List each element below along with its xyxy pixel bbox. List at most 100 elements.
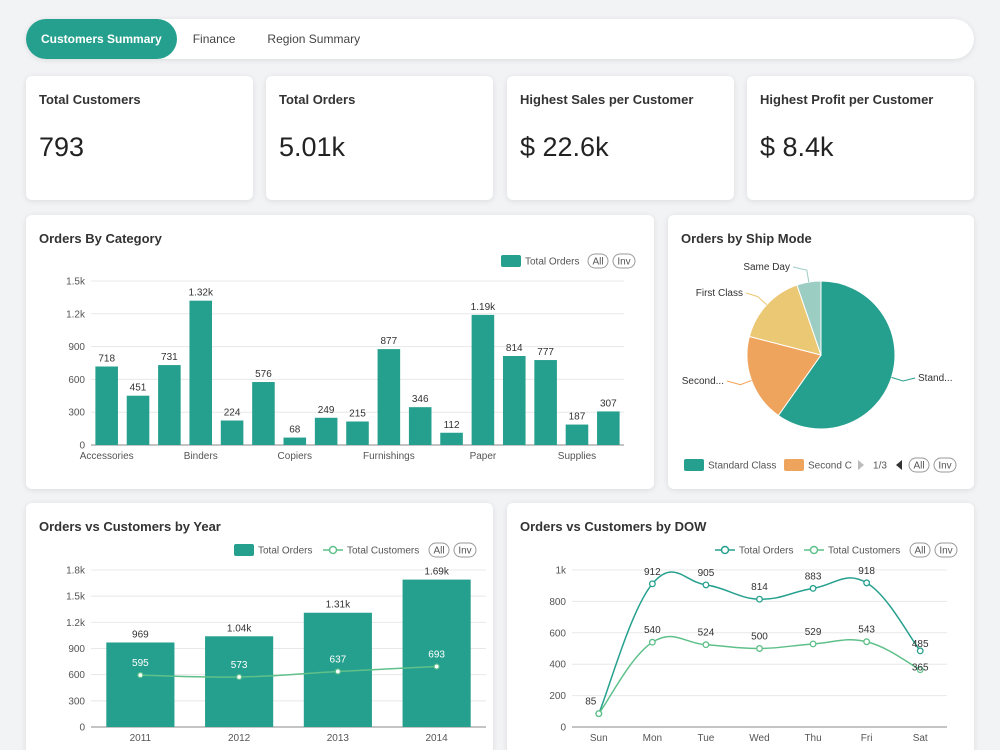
bar-paper[interactable] xyxy=(471,314,495,445)
bar-supplies[interactable] xyxy=(565,424,589,445)
x-tick-label: Tue xyxy=(697,733,714,744)
pie-slice-standard-class[interactable] xyxy=(777,280,896,430)
pie-slice-label: Stand... xyxy=(918,373,952,384)
legend-prev-page-icon[interactable] xyxy=(858,460,864,470)
bar-value-label: 877 xyxy=(381,336,398,347)
bar-binders[interactable] xyxy=(189,300,213,445)
bar-fasteners[interactable] xyxy=(346,421,369,445)
point-total-customers[interactable] xyxy=(595,710,603,718)
legend-inv-button[interactable] xyxy=(612,253,636,269)
legend-marker-total-orders xyxy=(720,545,730,555)
pie-slice-label: First Class xyxy=(696,288,743,299)
tab-finance[interactable]: Finance xyxy=(192,32,236,46)
point-total-customers[interactable] xyxy=(916,666,924,674)
bar-value-label: 969 xyxy=(132,629,149,640)
x-tick-label: Sun xyxy=(590,733,608,744)
legend-inv-button[interactable] xyxy=(933,457,957,473)
point-value-label: 595 xyxy=(132,658,149,669)
point-total-customers[interactable] xyxy=(137,672,144,679)
point-value-label: 524 xyxy=(698,628,715,639)
bar-orders-2014[interactable] xyxy=(402,579,471,727)
bar-value-label: 1.69k xyxy=(424,567,449,578)
point-total-orders[interactable] xyxy=(916,647,924,655)
point-total-orders[interactable] xyxy=(702,581,710,589)
y-tick-label: 800 xyxy=(549,597,566,608)
legend-label-total-customers: Total Customers xyxy=(828,546,900,557)
legend-inv-button[interactable] xyxy=(934,542,958,558)
kpi-title: Total Orders xyxy=(279,92,356,107)
bar-value-label: 307 xyxy=(600,398,617,409)
point-total-customers[interactable] xyxy=(236,673,243,681)
legend-swatch-total-orders[interactable] xyxy=(501,255,521,267)
x-tick-label: Mon xyxy=(643,733,662,744)
point-total-orders[interactable] xyxy=(863,579,871,587)
point-value-label: 912 xyxy=(644,567,661,578)
bar-orders-2012[interactable] xyxy=(205,636,274,727)
x-tick-label: Accessories xyxy=(80,451,134,462)
bar-labels[interactable] xyxy=(408,407,432,445)
point-total-customers[interactable] xyxy=(334,668,341,675)
bar-furnishings[interactable] xyxy=(377,349,401,445)
point-total-customers[interactable] xyxy=(702,641,710,649)
legend-label-total-orders: Total Orders xyxy=(739,546,793,557)
panel-title: Orders by Ship Mode xyxy=(681,231,812,246)
bar-value-label: 112 xyxy=(444,420,460,431)
bar-value-label: 346 xyxy=(412,394,429,405)
legend-inv-label: Inv xyxy=(617,257,630,268)
legend-swatch-second-class[interactable] xyxy=(784,459,804,471)
y-tick-label: 900 xyxy=(68,342,85,353)
tab-region-summary[interactable]: Region Summary xyxy=(267,32,361,46)
legend-swatch-standard-class[interactable] xyxy=(684,459,704,471)
legend-all-button[interactable] xyxy=(587,253,609,269)
point-total-customers[interactable] xyxy=(809,640,817,648)
line-total-customers[interactable] xyxy=(140,665,437,678)
bar-value-label: 249 xyxy=(318,405,335,416)
point-total-customers[interactable] xyxy=(433,663,440,670)
pie-leader-line xyxy=(792,266,810,283)
orders-vs-customers-dow-chart: Total Orders Total Customers All Inv 0 200 400… xyxy=(549,542,958,744)
bar-value-label: 718 xyxy=(98,353,115,364)
tab-customers-summary[interactable]: Customers Summary xyxy=(26,19,177,59)
kpi-highest-profit: Highest Profit per Customer $ 8.4k xyxy=(747,76,974,200)
legend-inv-label: Inv xyxy=(458,546,471,557)
bar-copiers[interactable] xyxy=(283,437,307,445)
bar-appliances[interactable] xyxy=(126,395,150,445)
x-tick-label: 2011 xyxy=(130,733,152,744)
pie-slice-first-class[interactable] xyxy=(748,284,822,356)
bar-accessories[interactable] xyxy=(95,366,118,445)
y-tick-label: 0 xyxy=(79,441,85,452)
y-tick-label: 1.8k xyxy=(66,566,86,577)
bar-value-label: 814 xyxy=(506,343,523,354)
y-tick-label: 300 xyxy=(68,408,85,419)
point-total-customers[interactable] xyxy=(756,645,763,652)
x-tick-label: 2014 xyxy=(426,733,449,744)
legend-inv-button[interactable] xyxy=(453,542,477,558)
point-total-customers[interactable] xyxy=(648,638,656,646)
legend-all-button[interactable] xyxy=(909,542,931,558)
bar-value-label: 224 xyxy=(224,408,241,419)
legend-next-page-icon[interactable] xyxy=(896,460,902,470)
legend-marker-total-customers xyxy=(809,545,819,555)
point-total-customers[interactable] xyxy=(863,638,871,646)
orders-by-category-panel: Orders By Category Total Orders All Inv 0 30… xyxy=(26,215,654,489)
kpi-title: Total Customers xyxy=(39,92,141,107)
bar-chairs[interactable] xyxy=(252,382,275,445)
bar-tables[interactable] xyxy=(597,411,620,445)
bar-bookcases[interactable] xyxy=(220,420,244,445)
point-total-orders[interactable] xyxy=(809,584,817,592)
pie-slice-same-day[interactable] xyxy=(796,280,822,356)
point-total-orders[interactable] xyxy=(756,595,763,603)
point-total-orders[interactable] xyxy=(648,580,656,588)
x-tick-label: Wed xyxy=(749,733,769,744)
legend-all-button[interactable] xyxy=(908,457,930,473)
bar-orders-2011[interactable] xyxy=(106,642,175,727)
bar-art[interactable] xyxy=(158,365,181,445)
pie-slice-second-class[interactable] xyxy=(746,335,822,417)
legend-swatch-total-orders[interactable] xyxy=(234,544,254,556)
bar-machines[interactable] xyxy=(440,432,463,445)
pie-leader-line xyxy=(726,380,752,386)
bar-storage[interactable] xyxy=(534,360,557,445)
bar-phones[interactable] xyxy=(502,356,526,445)
bar-envelopes[interactable] xyxy=(314,417,338,445)
legend-all-button[interactable] xyxy=(428,542,450,558)
